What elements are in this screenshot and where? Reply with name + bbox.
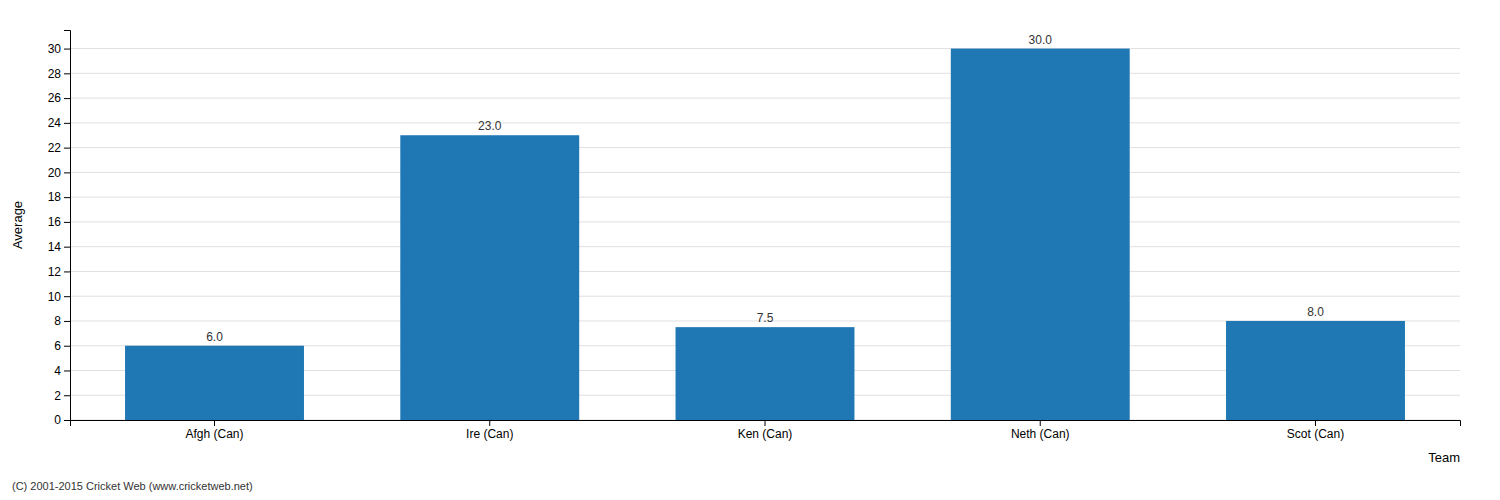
grid-line xyxy=(70,48,1460,49)
bar xyxy=(1226,321,1405,420)
y-tick: 8 xyxy=(54,314,70,328)
y-tick-mark xyxy=(64,222,70,223)
y-tick-mark xyxy=(64,321,70,322)
data-label: 6.0 xyxy=(206,330,223,344)
y-axis: 024681012141618202224262830 xyxy=(48,31,71,428)
data-label: 30.0 xyxy=(1029,33,1053,47)
y-tick: 26 xyxy=(48,91,70,105)
y-tick-label: 14 xyxy=(48,240,62,254)
grid-line xyxy=(70,98,1460,99)
y-tick-label: 0 xyxy=(54,413,61,427)
x-axis-title: Team xyxy=(1428,450,1460,465)
y-tick-mark xyxy=(64,247,70,248)
x-tick-mark xyxy=(765,420,766,426)
y-tick-mark xyxy=(64,197,70,198)
y-tick-mark xyxy=(64,346,70,347)
x-tick-label: Ire (Can) xyxy=(466,427,513,441)
x-tick-mark xyxy=(489,420,490,426)
y-tick: 0 xyxy=(54,413,70,427)
y-tick-label: 10 xyxy=(48,290,62,304)
y-tick: 2 xyxy=(54,389,70,403)
grid xyxy=(70,49,1460,420)
data-label: 8.0 xyxy=(1307,305,1324,319)
y-tick-mark xyxy=(64,49,70,50)
x-tick-mark xyxy=(1040,420,1041,426)
y-tick: 30 xyxy=(48,42,70,56)
y-tick-mark xyxy=(64,98,70,99)
y-axis-line xyxy=(64,31,71,421)
grid-line xyxy=(70,221,1460,222)
footer: (C) 2001-2015 Cricket Web (www.cricketwe… xyxy=(12,480,253,492)
y-tick-mark xyxy=(64,420,70,421)
y-tick-mark xyxy=(64,172,70,173)
x-tick: Afgh (Can) xyxy=(185,420,243,441)
y-tick: 4 xyxy=(54,364,70,378)
y-tick-label: 20 xyxy=(48,166,62,180)
data-label: 7.5 xyxy=(757,311,774,325)
y-tick-label: 8 xyxy=(54,314,61,328)
grid-line xyxy=(70,271,1460,272)
x-axis-line xyxy=(71,421,1461,427)
x-tick: Ire (Can) xyxy=(466,420,513,441)
y-tick-label: 4 xyxy=(54,364,61,378)
y-tick: 18 xyxy=(48,190,70,204)
y-tick-mark xyxy=(64,395,70,396)
bar xyxy=(676,327,855,420)
y-tick: 14 xyxy=(48,240,70,254)
bar xyxy=(125,346,304,420)
y-tick-label: 12 xyxy=(48,265,62,279)
bar xyxy=(400,135,579,420)
y-tick-label: 16 xyxy=(48,215,62,229)
y-tick-mark xyxy=(64,296,70,297)
x-tick: Neth (Can) xyxy=(1011,420,1070,441)
y-tick-label: 24 xyxy=(48,116,62,130)
y-tick: 12 xyxy=(48,265,70,279)
data-label: 23.0 xyxy=(478,119,502,133)
y-tick-mark xyxy=(64,271,70,272)
grid-line xyxy=(70,296,1460,297)
x-tick-label: Scot (Can) xyxy=(1287,427,1344,441)
x-tick-label: Ken (Can) xyxy=(738,427,793,441)
y-tick: 22 xyxy=(48,141,70,155)
y-tick-label: 22 xyxy=(48,141,62,155)
x-tick-label: Neth (Can) xyxy=(1011,427,1070,441)
y-tick-label: 28 xyxy=(48,67,62,81)
plot-area: 024681012141618202224262830Afgh (Can)Ire… xyxy=(48,31,1461,441)
y-tick: 6 xyxy=(54,339,70,353)
y-tick-mark xyxy=(64,123,70,124)
x-tick: Scot (Can) xyxy=(1287,420,1344,441)
y-tick: 28 xyxy=(48,67,70,81)
grid-line xyxy=(70,197,1460,198)
x-tick-mark xyxy=(214,420,215,426)
y-tick: 20 xyxy=(48,166,70,180)
grid-line xyxy=(70,147,1460,148)
y-tick-mark xyxy=(64,73,70,74)
y-tick-label: 30 xyxy=(48,42,62,56)
y-tick-label: 18 xyxy=(48,190,62,204)
y-tick: 24 xyxy=(48,116,70,130)
grid-line xyxy=(70,73,1460,74)
x-axis: Afgh (Can) Ire (Can) Ken (Can) Neth (Can) Sc… xyxy=(71,420,1461,441)
x-tick-label: Afgh (Can) xyxy=(185,427,243,441)
chart: 024681012141618202224262830Afgh (Can)Ire… xyxy=(0,0,1500,500)
y-tick-label: 2 xyxy=(54,389,61,403)
x-tick: Ken (Can) xyxy=(738,420,793,441)
y-tick-label: 26 xyxy=(48,91,62,105)
bars xyxy=(125,49,1405,420)
x-tick-mark xyxy=(1315,420,1316,426)
grid-line xyxy=(70,122,1460,123)
y-tick: 10 xyxy=(48,290,70,304)
data-labels: 6.0 23.0 7.5 30.0 8.0 xyxy=(206,33,1324,344)
y-tick-label: 6 xyxy=(54,339,61,353)
y-tick-mark xyxy=(64,148,70,149)
y-tick: 16 xyxy=(48,215,70,229)
y-tick-mark xyxy=(64,370,70,371)
grid-line xyxy=(70,246,1460,247)
bar xyxy=(951,49,1130,420)
y-axis-title: Average xyxy=(10,201,25,249)
grid-line xyxy=(70,172,1460,173)
